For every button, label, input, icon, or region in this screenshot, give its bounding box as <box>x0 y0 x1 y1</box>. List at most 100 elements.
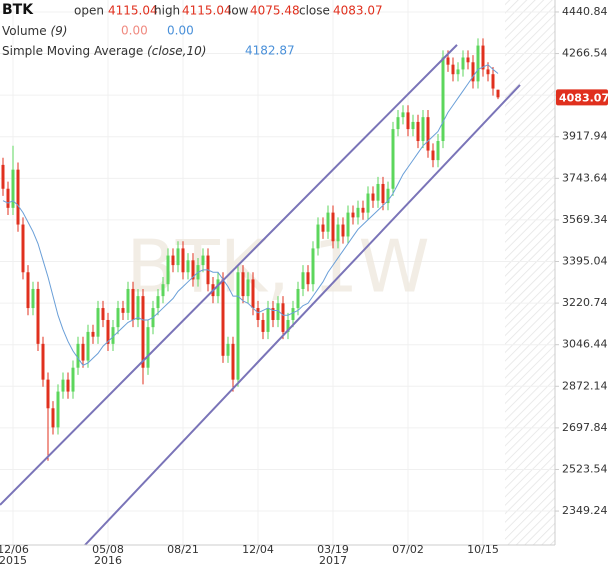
candle-body <box>391 129 395 189</box>
trend-line <box>0 44 458 506</box>
legend-value: 4083.07 <box>333 4 383 18</box>
candle-body <box>281 303 285 332</box>
candle-body <box>471 62 475 82</box>
candle-body <box>56 391 60 428</box>
candle-body <box>261 319 265 332</box>
candle-body <box>361 207 365 213</box>
x-tick-label: 03/19 2017 <box>317 543 349 567</box>
candle-body <box>406 112 410 130</box>
candle-body <box>41 343 45 380</box>
candle-body <box>341 224 345 237</box>
candle-body <box>286 319 290 332</box>
candle-body <box>481 45 485 70</box>
legend-value: 4115.04 <box>182 4 232 18</box>
candle-body <box>301 272 305 289</box>
candle-body <box>71 367 75 392</box>
candle-body <box>91 331 95 337</box>
candle-body <box>141 296 145 368</box>
candle-body <box>291 308 295 320</box>
x-tick-label: 08/21 <box>167 543 199 556</box>
sma-line <box>2 64 499 366</box>
candle-body <box>251 279 255 309</box>
candle-body <box>166 255 170 285</box>
candle-body <box>316 224 320 249</box>
candle-body <box>246 279 250 297</box>
candle-body <box>241 272 245 297</box>
candle-body <box>101 308 105 320</box>
legend-value: 4115.04 <box>108 4 158 18</box>
candle-body <box>476 45 480 82</box>
candle-body <box>226 343 230 356</box>
candle-body <box>131 288 135 320</box>
candle-body <box>331 212 335 242</box>
y-tick-label: 2523.54 <box>562 462 608 475</box>
x-tick-label: 10/15 <box>467 543 499 556</box>
candle-body <box>191 260 195 280</box>
candle-body <box>271 308 275 320</box>
candle-body <box>466 57 470 63</box>
legend-label: open <box>74 4 104 18</box>
candle-body <box>66 379 70 392</box>
candle-body <box>276 303 280 320</box>
legend-label: close <box>299 4 330 18</box>
y-tick-label: 4266.54 <box>562 47 608 60</box>
candle-body <box>161 284 165 297</box>
candle-body <box>381 183 385 204</box>
candle-body <box>86 331 90 361</box>
candle-body <box>496 89 500 98</box>
candle-body <box>436 141 440 161</box>
candle-body <box>396 117 400 130</box>
candle-body <box>486 69 490 75</box>
y-tick-label: 3220.74 <box>562 296 608 309</box>
y-tick-label: 2697.84 <box>562 421 608 434</box>
candle-body <box>266 308 270 332</box>
y-tick-label: 3046.44 <box>562 338 608 351</box>
candle-body <box>431 150 435 161</box>
candle-body <box>106 319 110 344</box>
candle-body <box>176 248 180 266</box>
candle-body <box>201 255 205 266</box>
candle-body <box>116 308 120 328</box>
candle-body <box>156 296 160 309</box>
candle-body <box>491 74 495 89</box>
header: BTK open 4115.04 high 4115.04 low 4075.4… <box>2 2 383 58</box>
candle-body <box>126 288 130 313</box>
future-area <box>505 0 555 545</box>
x-tick-label: 07/02 <box>392 543 424 556</box>
price-tag <box>556 89 608 106</box>
candle-body <box>411 121 415 130</box>
candle-body <box>416 121 420 142</box>
candle-body <box>326 212 330 232</box>
volume-name: Volume (9) <box>2 24 67 38</box>
sma-name: Simple Moving Average (close,10) <box>2 44 206 58</box>
volume-value: 0.00 <box>121 24 148 38</box>
y-tick-label: 3569.34 <box>562 213 608 226</box>
candle-body <box>216 279 220 297</box>
candle-body <box>306 272 310 285</box>
candle-body <box>351 212 355 218</box>
candle-body <box>76 343 80 368</box>
candle-body <box>376 183 380 201</box>
y-tick-label: 2349.24 <box>562 504 608 517</box>
candle-body <box>6 188 10 208</box>
candle-body <box>336 224 340 242</box>
candle-body <box>461 57 465 70</box>
candle-body <box>426 117 430 151</box>
watermark: BTK, 1W <box>126 225 429 309</box>
grid <box>0 0 555 545</box>
volume-value: 0.00 <box>167 24 194 38</box>
candle-body <box>236 272 240 380</box>
legend-value: 4075.48 <box>250 4 300 18</box>
candle-body <box>401 112 405 118</box>
candle-body <box>366 193 370 213</box>
trend-line <box>84 84 521 545</box>
candle-body <box>26 272 30 309</box>
candle-body <box>231 343 235 380</box>
candle-body <box>16 169 20 225</box>
legend-label: low <box>228 4 249 18</box>
candle-body <box>296 288 300 309</box>
candle-body <box>11 169 15 208</box>
symbol: BTK <box>2 2 34 18</box>
legend-label: high <box>154 4 180 18</box>
